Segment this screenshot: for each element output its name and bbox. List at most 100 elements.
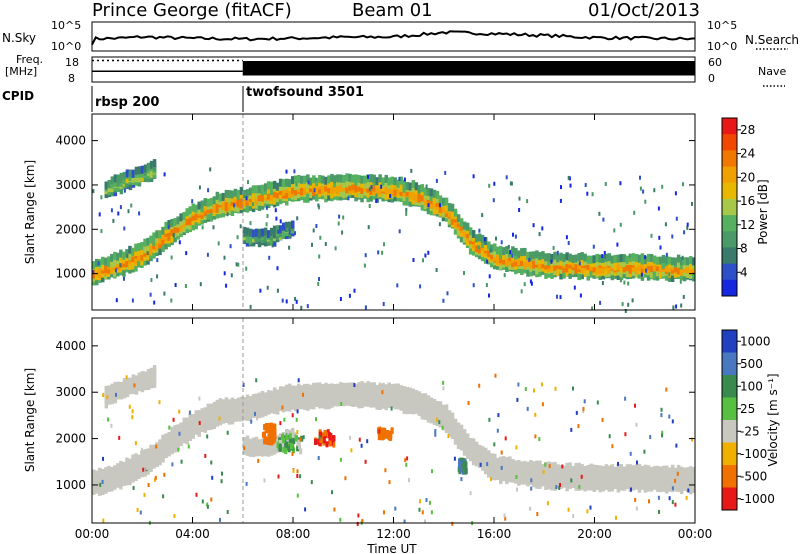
power-cell-102 [143,257,147,266]
power-cell-545 [363,175,367,184]
velocity-cell-164 [188,413,192,422]
power-cell-1610 [239,224,242,229]
power-cell-353 [266,181,271,190]
velocity-cell-1196 [282,446,286,453]
power-cell-320 [251,195,256,204]
power-cell-811 [499,261,503,270]
power-cell-1640 [602,217,605,222]
power-cell-575 [378,174,382,183]
power-cell-1593 [668,272,671,277]
power-cell-764 [474,244,479,252]
velocity-cell-506 [396,399,400,408]
power-cell-129 [155,239,159,248]
power-cell-864 [526,268,530,277]
velocity-cell-371 [315,397,319,406]
velocity-cell-870 [616,484,621,493]
velocity-cell-1380 [304,507,307,512]
velocity-cell-1135 [272,446,277,455]
power-cell-1060 [622,259,627,268]
power-cell-361 [272,196,277,205]
velocity-cell-628 [468,443,473,452]
power-cell-1518 [306,304,309,309]
power-cell-1598 [659,245,662,250]
velocity-cell-993 [689,471,693,480]
velocity-cell-329 [288,383,292,392]
velocity-cell-1475 [558,486,561,490]
velocity-cell-1404 [668,414,671,419]
power-cell-672 [429,207,434,216]
velocity-cell-124 [164,433,168,442]
power-cell-1436 [115,298,118,303]
velocity-cell-323 [285,390,289,399]
velocity-cell-1018 [113,387,118,395]
power-cell-245 [212,196,217,205]
velocity-cell-905 [637,484,642,493]
power-cell-1559 [375,193,378,198]
velocity-cell-1329 [384,432,388,439]
power-cell-1123 [655,268,660,277]
velocity-cell-1199 [298,443,301,450]
power-cell-1573 [353,288,356,293]
power-cell-650 [417,194,422,203]
velocity-cell-119 [161,434,165,443]
velocity-cell-130 [170,446,174,455]
power-cell-522 [354,193,358,202]
velocity-cell-205 [215,418,220,427]
velocity-cell-223 [224,404,229,413]
power-cell-1552 [658,235,661,240]
velocity-cell-51 [122,473,126,482]
power-cell-1555 [334,246,337,251]
velocity-cell-919 [643,464,648,473]
velocity-cell-1576 [516,397,519,402]
velocity-cell-380 [321,400,325,409]
velocity-cell-1237 [326,432,329,439]
velocity-cell-659 [487,450,491,459]
power-cell-862 [523,254,527,262]
velocity-cell-1463 [349,435,352,440]
power-cell-1622 [422,258,424,263]
velocity-cell-577 [438,409,443,418]
power-cell-1572 [209,167,212,172]
velocity-cell-684 [502,456,506,465]
power-cell-1634 [229,244,232,249]
power-cell-898 [541,256,545,265]
power-cell-1241 [122,171,127,180]
velocity-cell-218 [221,405,226,414]
velocity-cell-1608 [361,519,364,523]
power-cell-1537 [633,210,636,215]
power-cell-455 [318,175,322,183]
velocity-cell-883 [622,471,627,480]
power-cell-1621 [225,283,228,288]
power-cell-654 [420,202,425,211]
power-cell-276 [230,208,235,216]
power-cell-97 [140,257,144,266]
power-cell-579 [381,183,385,192]
velocity-cell-916 [643,479,648,488]
power-cell-1355 [266,230,271,239]
velocity-cell-214 [218,398,223,407]
velocity-cell-350 [303,402,307,411]
power-cell-795 [490,251,494,259]
velocity-cell-307 [275,398,280,407]
power-cell-1534 [123,188,126,193]
power-cell-513 [348,182,352,191]
velocity-cell-731 [532,476,536,484]
velocity-cell-138 [173,430,177,439]
power-cell-1551 [368,204,371,208]
power-ytick-label-3: 4000 [55,134,86,148]
power-cell-600 [393,193,397,202]
power-cell-569 [375,177,379,186]
power-cell-722 [453,220,458,229]
power-cell-809 [496,246,500,255]
velocity-cell-1244 [322,437,326,444]
velocity-cell-6 [95,482,99,491]
power-cell-431 [306,174,310,183]
power-cell-1025 [604,253,608,262]
velocity-cell-964 [670,464,675,473]
velocity-cell-975 [679,486,684,495]
power-cell-1532 [653,188,656,193]
velocity-cell-517 [402,396,406,405]
velocity-cell-1009 [107,385,112,394]
time-tick-label-2: 08:00 [276,527,311,541]
